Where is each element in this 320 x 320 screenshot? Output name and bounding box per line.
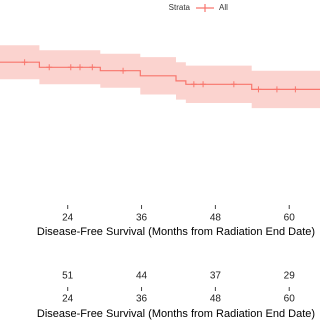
x-tick-label: 24	[62, 213, 74, 224]
x-tick-label: 48	[210, 294, 222, 305]
censor-mark	[89, 64, 96, 71]
censor-mark	[230, 81, 237, 88]
risk-count: 37	[210, 271, 222, 282]
x-axis-title: Disease-Free Survival (Months from Radia…	[37, 308, 315, 320]
censor-mark	[67, 64, 74, 71]
x-axis-title: Disease-Free Survival (Months from Radia…	[37, 226, 315, 238]
legend-title: Strata	[169, 3, 191, 12]
x-tick-label: 60	[284, 294, 296, 305]
x-tick-label: 36	[136, 213, 148, 224]
censor-mark	[77, 64, 83, 71]
x-tick-label: 60	[284, 213, 296, 224]
risk-count: 29	[284, 271, 296, 282]
censor-mark	[255, 86, 262, 93]
censor-mark	[273, 86, 280, 93]
risk-count: 44	[136, 271, 148, 282]
confidence-band	[0, 45, 320, 109]
censor-mark	[200, 81, 207, 88]
censor-mark	[120, 67, 127, 74]
x-tick-label: 48	[210, 213, 222, 224]
censor-mark	[292, 86, 299, 93]
censor-mark	[46, 64, 53, 71]
censor-mark	[190, 81, 197, 88]
legend-label: All	[219, 3, 228, 12]
risk-count: 51	[62, 271, 74, 282]
x-tick-label: 36	[136, 294, 148, 305]
censor-mark	[21, 59, 28, 66]
x-tick-label: 24	[62, 294, 74, 305]
